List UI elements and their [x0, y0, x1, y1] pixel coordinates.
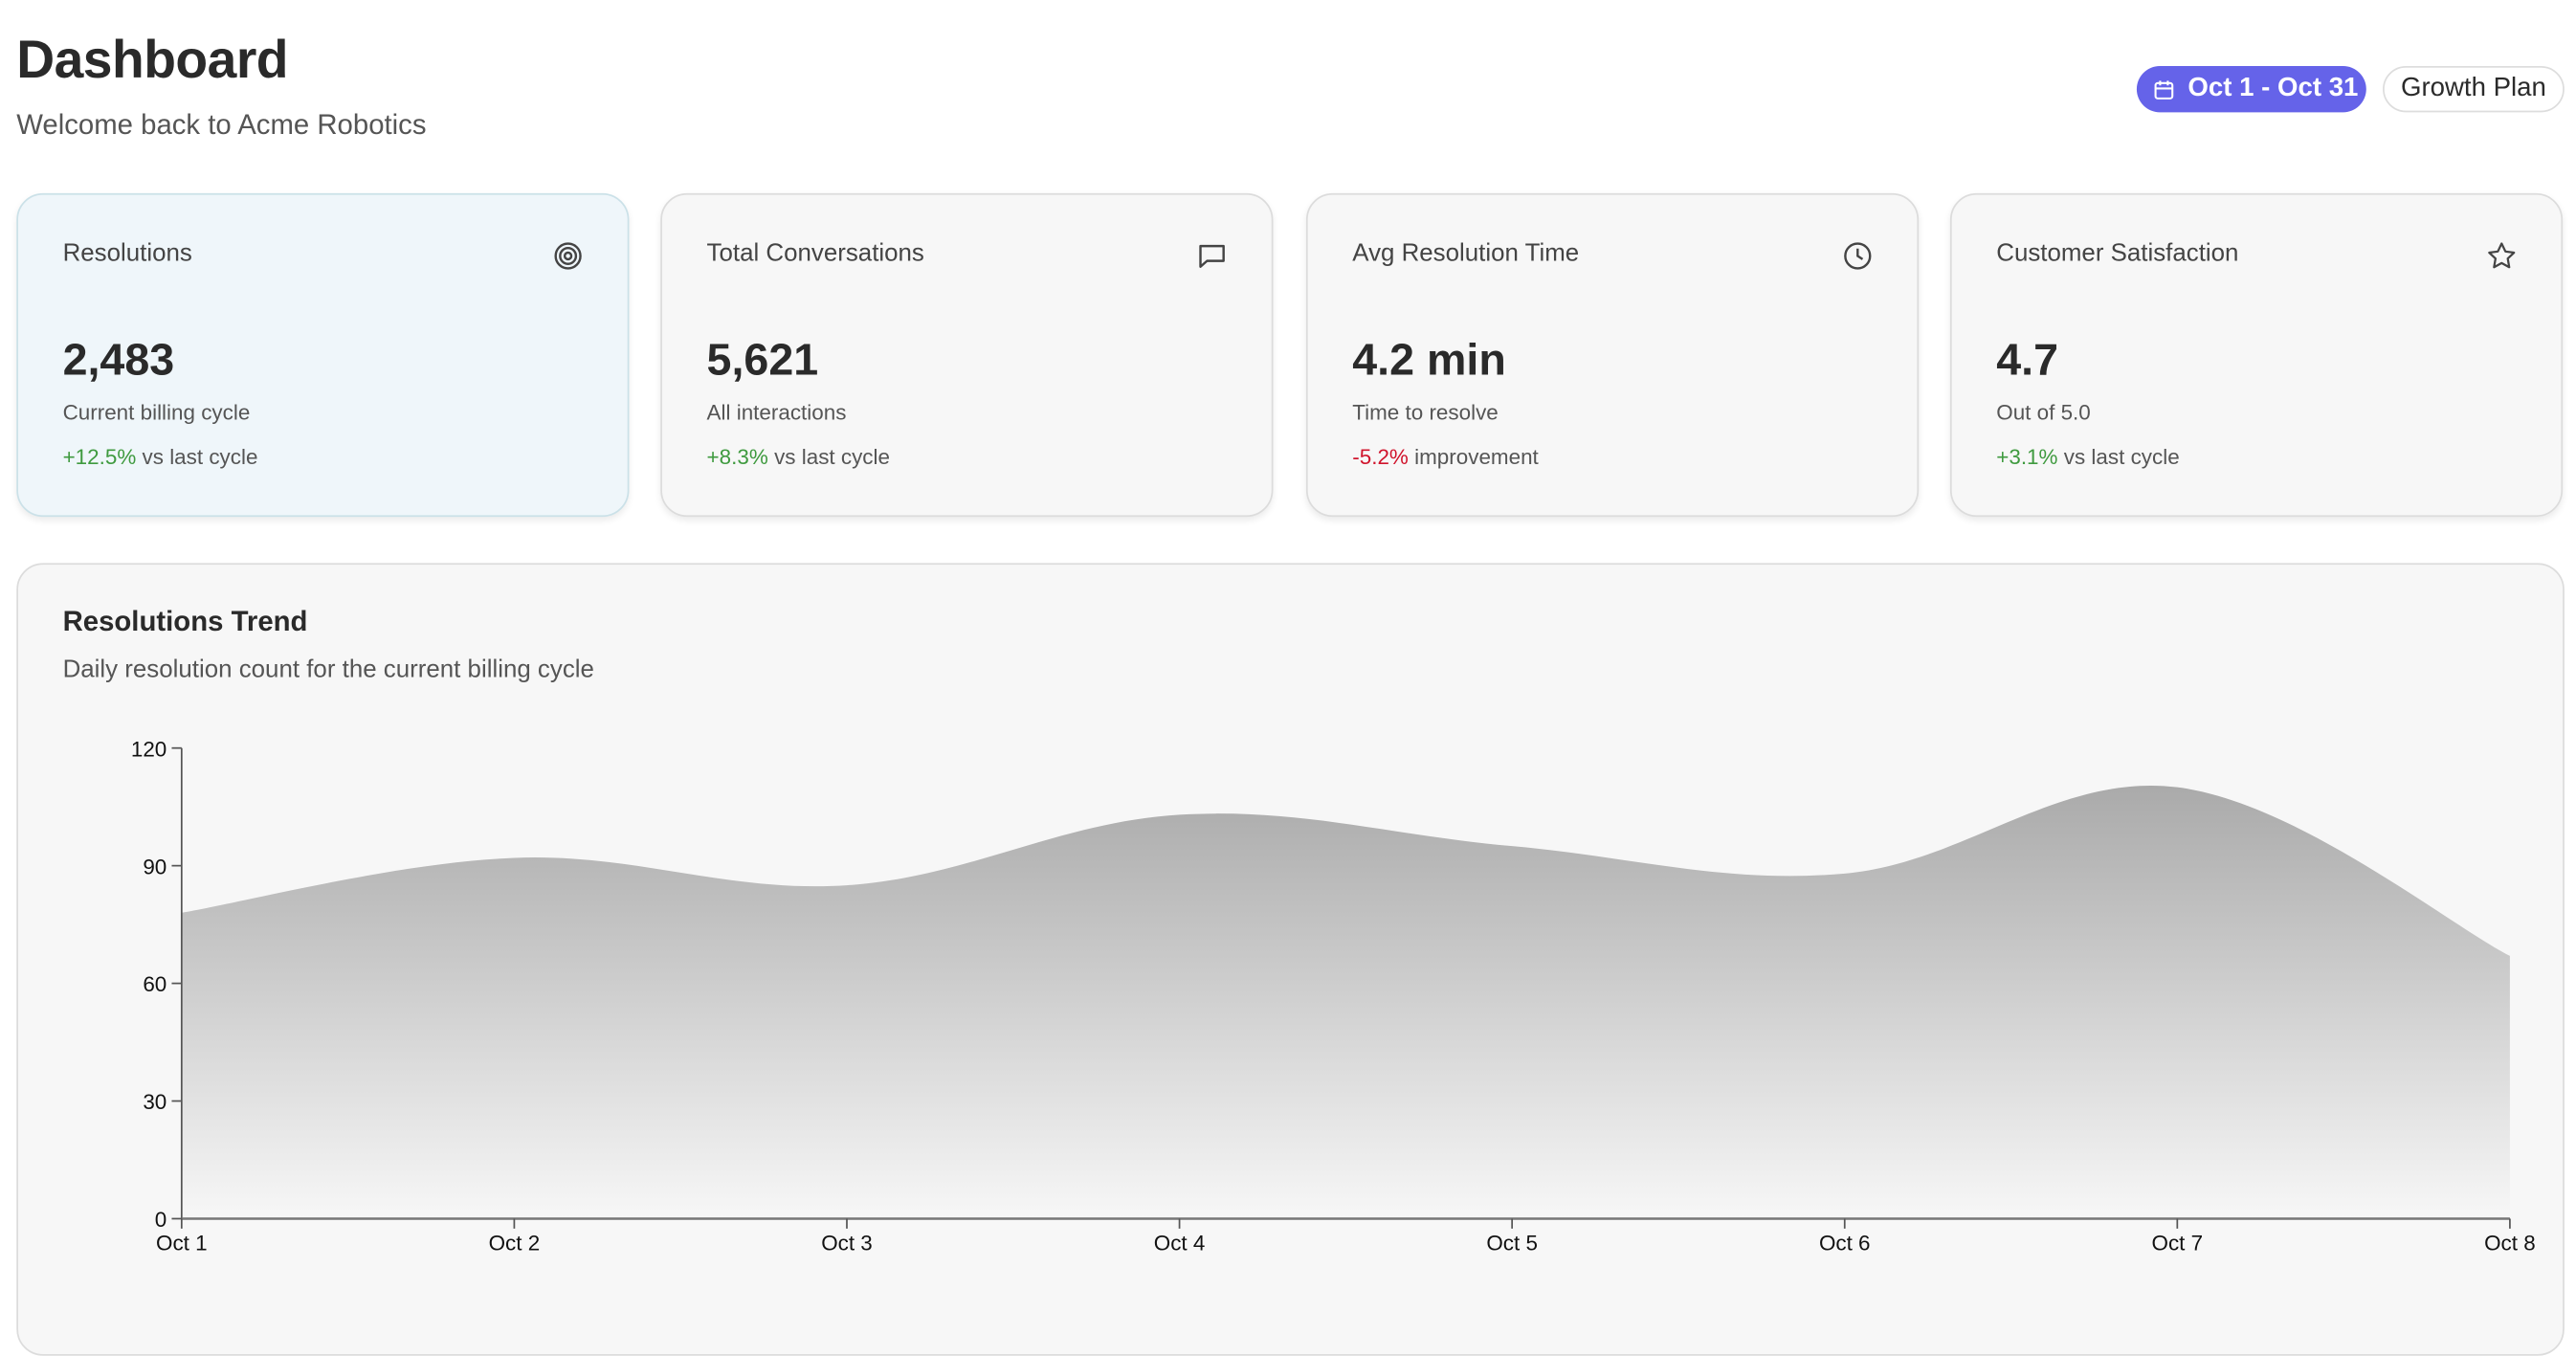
y-tick-label: 30 [143, 1090, 167, 1114]
x-tick-label: Oct 4 [1154, 1231, 1206, 1255]
resolutions-chart: 0 30 60 90 120 Oct 1 Oct 2 Oct 3 Oct 4 Oct 5 Oct 6… [131, 737, 2536, 1255]
change-text: vs last cycle [774, 444, 890, 470]
metric-card-avg-resolution-time[interactable]: Avg Resolution Time 4.2 min Time to reso… [1305, 192, 1920, 518]
metric-subtext: Current billing cycle [62, 399, 251, 425]
metric-change: +3.1% vs last cycle [1996, 444, 2179, 469]
chart-subtitle: Daily resolution count for the current b… [62, 656, 594, 684]
x-tick-label: Oct 6 [1819, 1231, 1871, 1255]
metric-card-customer-satisfaction[interactable]: Customer Satisfaction 4.7 Out of 5.0 +3.… [1949, 192, 2564, 518]
date-range-button[interactable]: Oct 1 - Oct 31 [2136, 66, 2366, 113]
change-text: vs last cycle [2063, 444, 2180, 470]
x-tick-label: Oct 2 [489, 1231, 541, 1255]
metric-subtext: Time to resolve [1352, 399, 1499, 425]
y-tick-label: 90 [143, 855, 167, 878]
x-tick-label: Oct 3 [821, 1231, 873, 1255]
calendar-icon [2154, 79, 2174, 100]
metric-subtext: Out of 5.0 [1996, 399, 2091, 425]
x-tick-label: Oct 5 [1486, 1231, 1538, 1255]
change-text: vs last cycle [142, 444, 258, 470]
change-percent: +8.3% [706, 444, 768, 470]
metric-subtext: All interactions [706, 399, 847, 425]
area-series [181, 785, 2510, 1219]
page-title: Dashboard [16, 30, 289, 90]
x-tick-label: Oct 1 [156, 1231, 208, 1255]
metric-change: -5.2% improvement [1352, 444, 1539, 469]
page-subtitle: Welcome back to Acme Robotics [16, 108, 427, 141]
date-range-label: Oct 1 - Oct 31 [2187, 74, 2359, 102]
target-icon [553, 241, 583, 271]
metric-change: +12.5% vs last cycle [63, 444, 258, 469]
metric-label: Avg Resolution Time [1352, 239, 1580, 268]
message-icon [1197, 241, 1227, 271]
change-percent: +3.1% [1996, 444, 2058, 470]
metric-card-total-conversations[interactable]: Total Conversations 5,621 All interactio… [660, 192, 1274, 518]
metric-change: +8.3% vs last cycle [707, 444, 890, 469]
x-tick-label: Oct 8 [2484, 1231, 2536, 1255]
clock-icon [1843, 241, 1873, 271]
metric-card-resolutions[interactable]: Resolutions 2,483 Current billing cycle … [16, 192, 630, 518]
metric-label: Customer Satisfaction [1996, 239, 2239, 268]
x-tick-label: Oct 7 [2152, 1231, 2204, 1255]
metric-value: 2,483 [62, 335, 175, 386]
metric-value: 4.7 [1996, 335, 2059, 386]
plan-badge[interactable]: Growth Plan [2383, 66, 2565, 113]
change-percent: +12.5% [62, 444, 137, 470]
metric-value: 4.2 min [1352, 335, 1506, 386]
chart-title: Resolutions Trend [62, 606, 308, 638]
change-text: improvement [1414, 444, 1539, 470]
metric-label: Total Conversations [706, 239, 924, 268]
change-percent: -5.2% [1352, 444, 1409, 470]
y-tick-label: 0 [155, 1208, 167, 1232]
y-tick-label: 60 [143, 972, 167, 996]
metric-label: Resolutions [62, 239, 192, 268]
star-icon [2487, 241, 2517, 271]
y-tick-label: 120 [131, 737, 167, 761]
metric-value: 5,621 [706, 335, 819, 386]
